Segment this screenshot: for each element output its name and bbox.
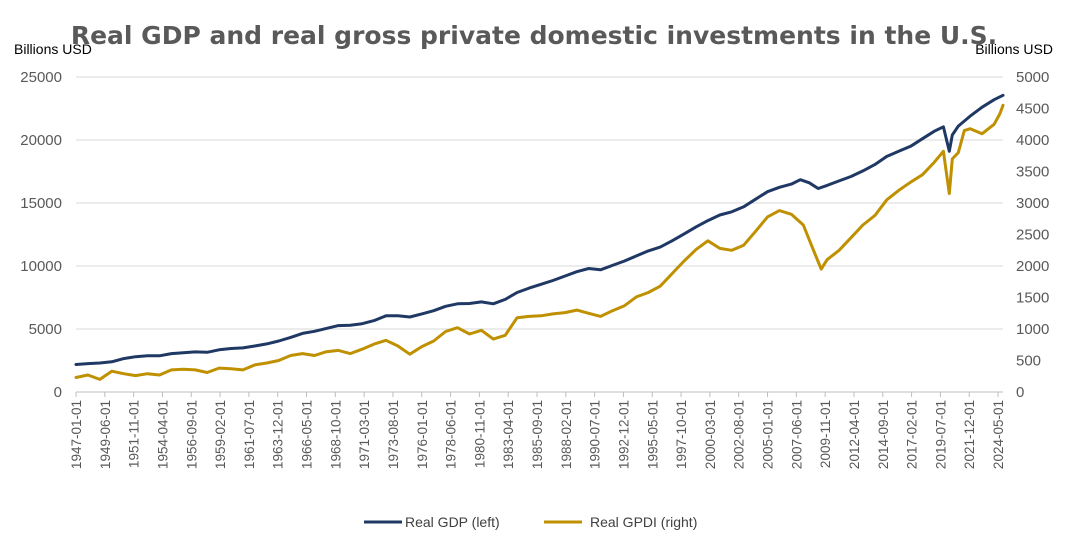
x-tick-label: 2007-06-01: [789, 400, 804, 469]
y-left-tick-label: 15000: [20, 195, 62, 212]
x-tick-label: 1961-07-01: [242, 400, 257, 469]
x-tick-label: 1963-12-01: [271, 400, 286, 469]
gridlines: [76, 76, 1003, 330]
x-tick-label: 1978-06-01: [444, 400, 459, 469]
x-axis: 1947-01-01 1949-06-01 1951-11-01 1954-04-01…: [69, 391, 1006, 469]
x-tick-label: 2021-12-01: [962, 400, 977, 469]
y-right-tick-label: 4000: [1016, 132, 1049, 149]
x-tick-label: 1966-05-01: [300, 400, 315, 469]
y-right-tick-label: 5000: [1016, 69, 1049, 86]
x-tick-label: 1990-07-01: [588, 400, 603, 469]
real-gdp-line: [74, 93, 1005, 366]
left-axis-title: Billions USD: [14, 41, 92, 57]
x-tick-label: 1976-01-01: [415, 400, 430, 469]
y-right-tick-label: 1500: [1016, 290, 1049, 307]
y-right-tick-label: 1000: [1016, 321, 1049, 338]
legend-label-gdp: Real GDP (left): [405, 514, 500, 530]
x-tick-label: 2019-07-01: [933, 400, 948, 469]
x-tick-label: 1985-09-01: [530, 400, 545, 469]
x-tick-label: 2000-03-01: [703, 400, 718, 469]
x-tick-label: 2014-09-01: [876, 400, 891, 469]
series-lines: [74, 93, 1005, 381]
y-right-tick-label: 0: [1016, 384, 1024, 401]
y-left-tick-label: 25000: [20, 69, 62, 86]
x-tick-label: 2005-01-01: [761, 400, 776, 469]
x-tick-label: 2017-02-01: [905, 400, 920, 469]
x-tick-label: 1949-06-01: [98, 400, 113, 469]
right-y-axis: 0 500 1000 1500 2000 2500 3000 3500 4000 4500 5000: [1016, 69, 1049, 401]
y-left-tick-label: 0: [54, 384, 62, 401]
x-tick-label: 1956-09-01: [184, 400, 199, 469]
x-tick-label: 1968-10-01: [328, 400, 343, 469]
x-tick-label: 1954-04-01: [155, 400, 170, 469]
x-tick-label: 2024-05-01: [991, 400, 1006, 469]
y-right-tick-label: 3000: [1016, 195, 1049, 212]
y-left-tick-label: 10000: [20, 258, 62, 275]
x-tick-label: 1947-01-01: [69, 400, 84, 469]
chart-title: Real GDP and real gross private domestic…: [71, 21, 997, 50]
y-right-tick-label: 3500: [1016, 164, 1049, 181]
right-axis-title: Billions USD: [975, 41, 1053, 57]
x-tick-label: 1988-02-01: [559, 400, 574, 469]
y-left-tick-label: 5000: [29, 321, 62, 338]
x-tick-label: 2012-04-01: [847, 400, 862, 469]
real-gpdi-line: [74, 103, 1005, 381]
x-tick-label: 1951-11-01: [127, 400, 142, 468]
x-tick-label: 2009-11-01: [818, 400, 833, 468]
y-left-tick-label: 20000: [20, 132, 62, 149]
x-tick-label: 1997-10-01: [674, 400, 689, 469]
x-tick-label: 2002-08-01: [732, 400, 747, 469]
x-tick-label: 1980-11-01: [472, 400, 487, 468]
x-tick-label: 1995-05-01: [645, 400, 660, 469]
y-right-tick-label: 2500: [1016, 227, 1049, 244]
x-tick-label: 1992-12-01: [616, 400, 631, 469]
y-right-tick-label: 500: [1016, 353, 1041, 370]
legend-label-gpdi: Real GPDI (right): [590, 514, 697, 530]
x-tick-label: 1959-02-01: [213, 400, 228, 469]
y-right-tick-label: 4500: [1016, 101, 1049, 118]
x-tick-label: 1971-03-01: [357, 400, 372, 469]
legend: Real GDP (left) Real GPDI (right): [364, 514, 697, 530]
x-tick-label: 1973-08-01: [386, 400, 401, 469]
x-tick-label: 1983-04-01: [501, 400, 516, 469]
left-y-axis: 0 5000 10000 15000 20000 25000: [20, 69, 62, 401]
y-right-tick-label: 2000: [1016, 258, 1049, 275]
